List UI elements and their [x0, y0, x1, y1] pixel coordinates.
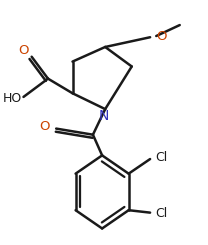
Text: O: O: [18, 44, 29, 57]
Text: Cl: Cl: [155, 151, 167, 164]
Text: N: N: [99, 109, 109, 123]
Text: HO: HO: [3, 92, 22, 105]
Text: Cl: Cl: [155, 207, 167, 220]
Text: O: O: [156, 29, 167, 43]
Text: O: O: [40, 120, 50, 133]
